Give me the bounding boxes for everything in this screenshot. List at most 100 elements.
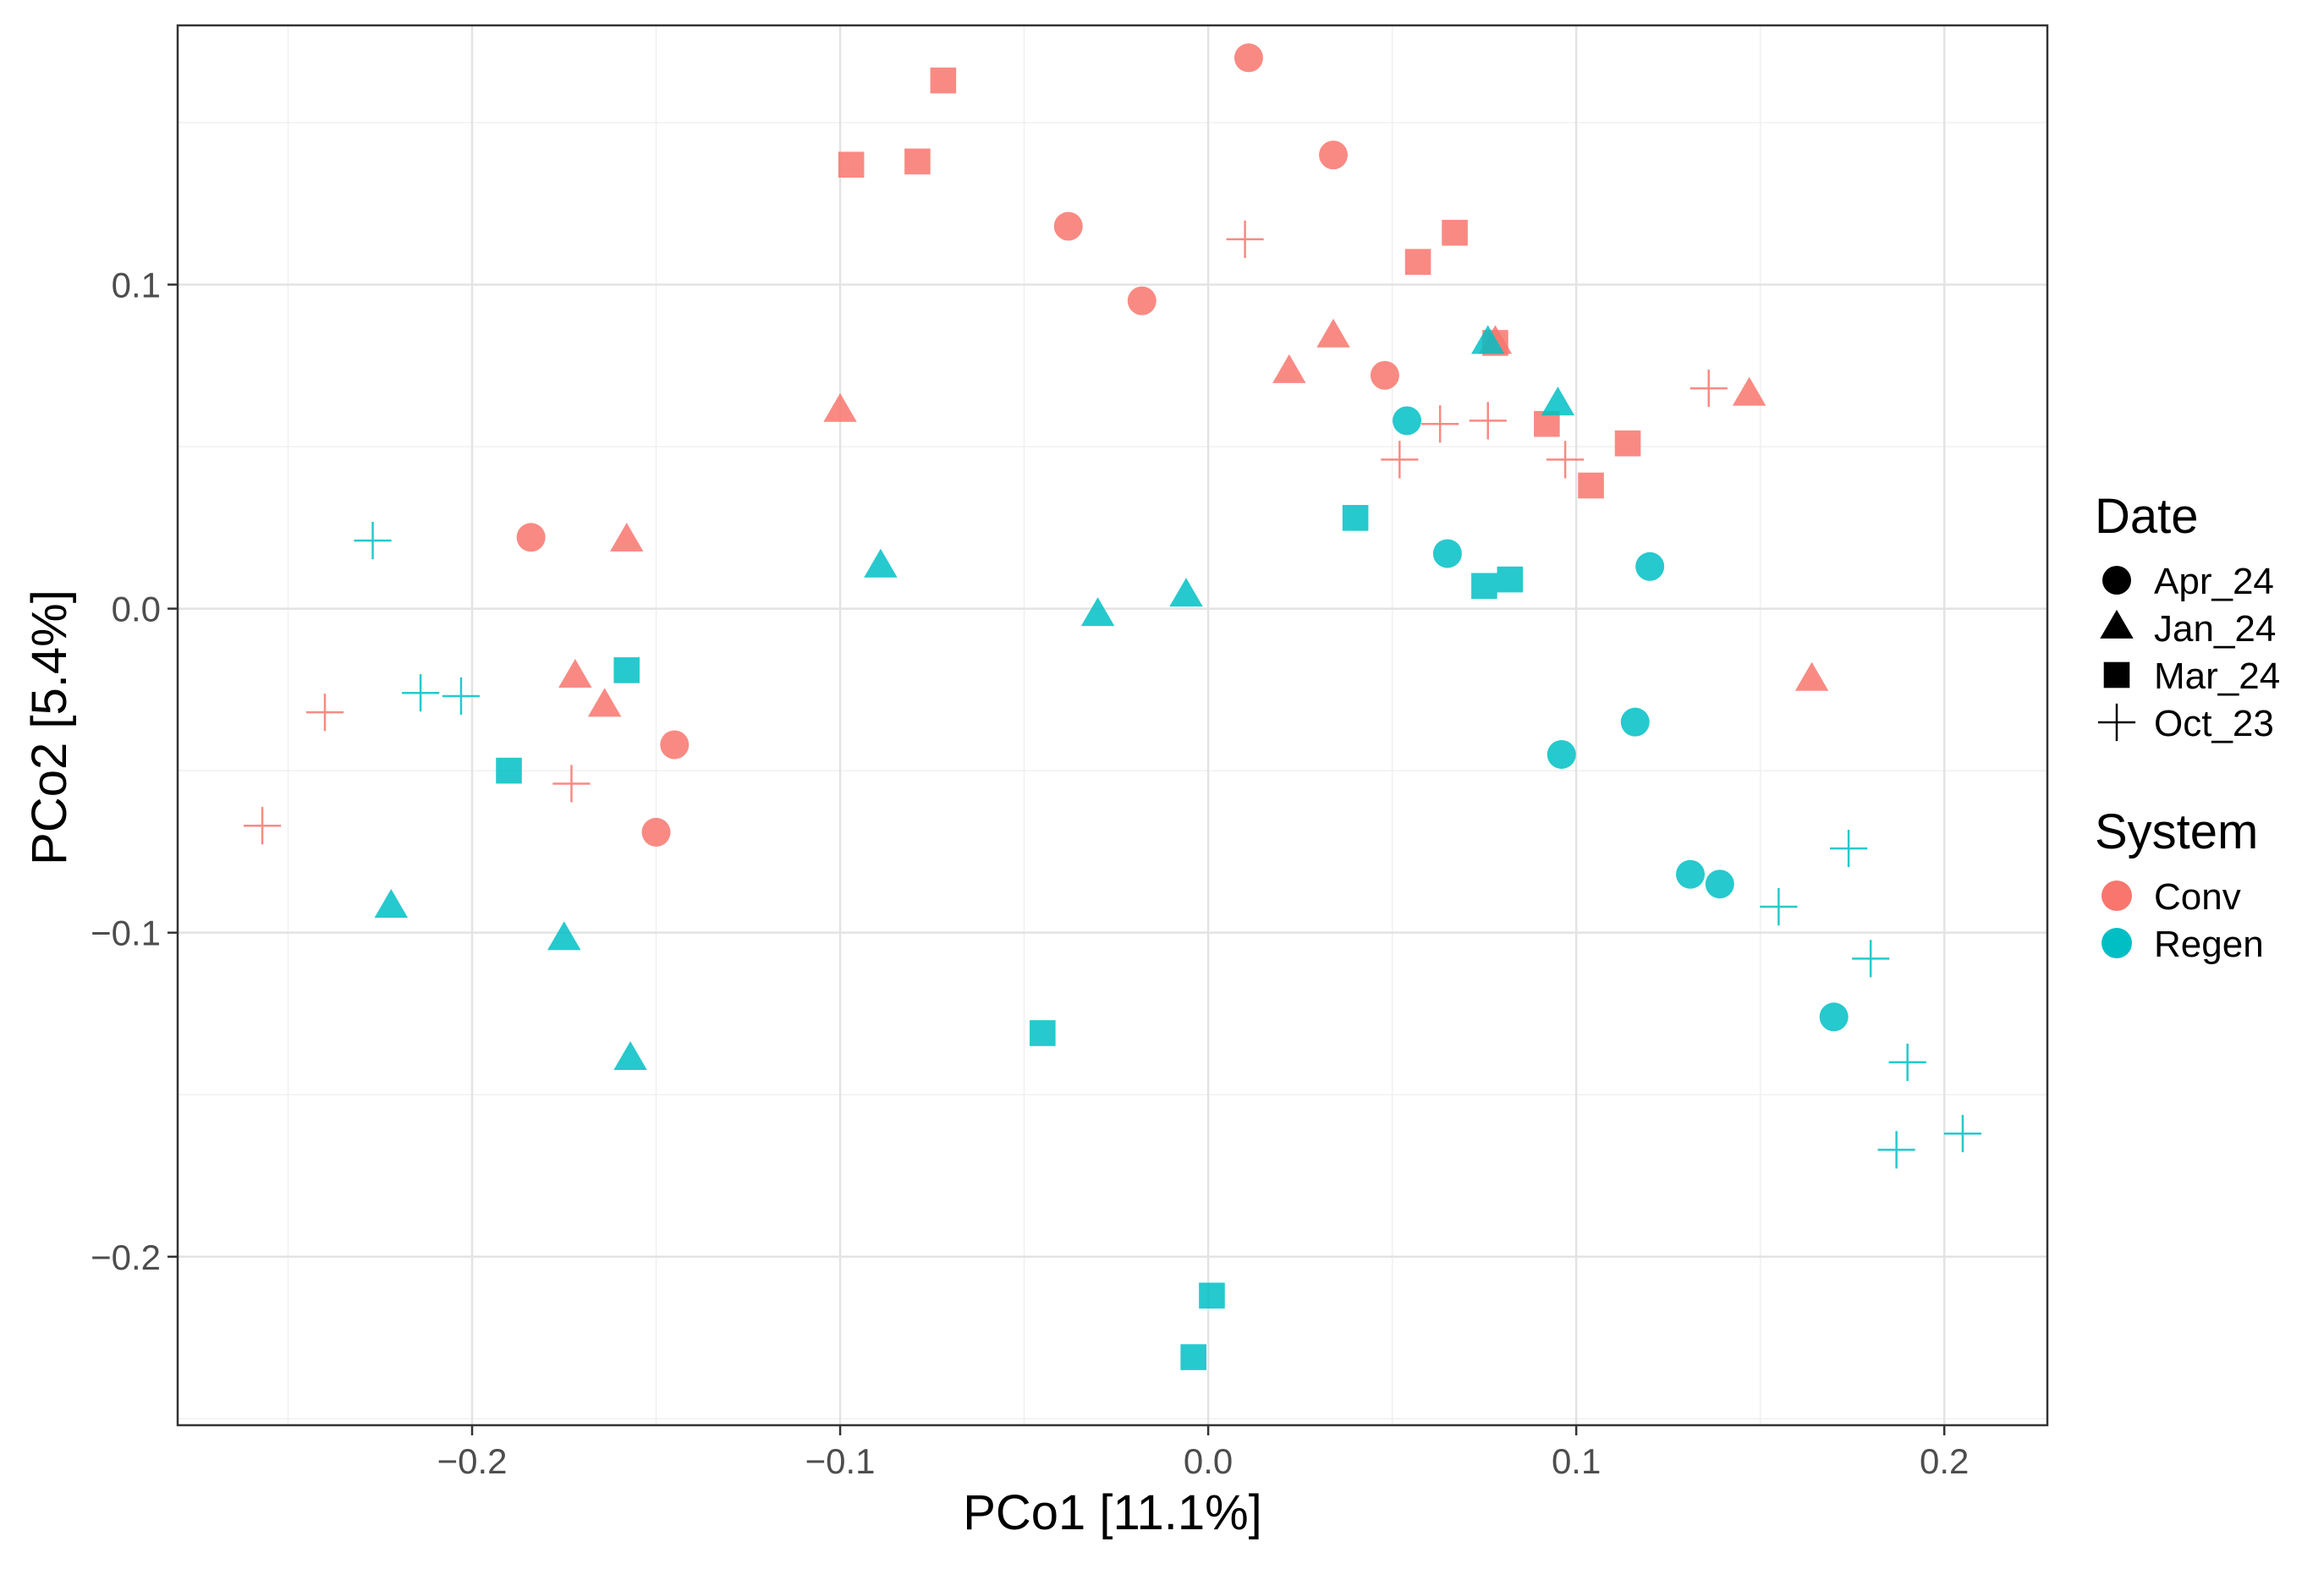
point-conv-apr-24: [1233, 43, 1263, 73]
point-conv-jan-24: [558, 658, 592, 688]
point-conv-mar-24: [1404, 249, 1431, 275]
legend-label: Regen: [2154, 924, 2264, 965]
point-regen-oct-23: [442, 677, 481, 716]
point-conv-apr-24: [1319, 140, 1349, 170]
legend-label: Mar_24: [2154, 656, 2280, 697]
point-conv-oct-23: [1421, 405, 1459, 443]
point-regen-jan-24: [1541, 387, 1575, 416]
legend-key-jan-24: [2100, 609, 2134, 639]
point-regen-oct-23: [1829, 829, 1868, 868]
point-regen-jan-24: [1471, 325, 1505, 354]
legend: Date Apr_24 Jan_24 Mar_24 Oct_23 System Con…: [2095, 489, 2280, 965]
legend-key-oct-23: [2097, 703, 2136, 742]
point-regen-apr-24: [1705, 870, 1734, 899]
point-regen-apr-24: [1819, 1002, 1849, 1032]
point-conv-jan-24: [587, 688, 622, 717]
point-conv-oct-23: [1469, 402, 1507, 440]
plot-panel: [178, 25, 2047, 1425]
point-regen-oct-23: [1877, 1131, 1915, 1169]
legend-label: Oct_23: [2154, 703, 2274, 744]
point-conv-oct-23: [1689, 369, 1728, 408]
point-regen-jan-24: [374, 888, 409, 918]
x-tick-label: 0.0: [1184, 1441, 1233, 1481]
point-conv-oct-23: [305, 694, 344, 732]
point-regen-apr-24: [1620, 707, 1650, 737]
legend-key-conv: [2101, 881, 2132, 911]
point-regen-apr-24: [1432, 539, 1462, 568]
point-conv-jan-24: [1732, 376, 1766, 406]
y-tick-label: 0.1: [112, 265, 161, 304]
point-regen-jan-24: [1169, 578, 1203, 607]
point-regen-apr-24: [1547, 739, 1576, 769]
point-conv-apr-24: [1053, 211, 1083, 241]
point-conv-jan-24: [610, 523, 644, 552]
legend-label: Apr_24: [2154, 561, 2274, 602]
point-regen-mar-24: [1497, 566, 1524, 593]
minor-gridlines: [178, 25, 2047, 1425]
point-conv-mar-24: [1442, 219, 1468, 246]
legend-date-entries: Apr_24 Jan_24 Mar_24 Oct_23: [2097, 561, 2280, 744]
point-regen-oct-23: [1888, 1043, 1926, 1082]
y-tick-label: −0.1: [91, 913, 161, 953]
point-conv-mar-24: [838, 151, 865, 178]
point-regen-oct-23: [1760, 887, 1798, 926]
point-conv-apr-24: [660, 730, 690, 760]
x-tick-label: 0.2: [1920, 1441, 1969, 1481]
point-conv-mar-24: [1578, 472, 1604, 499]
point-conv-apr-24: [1127, 286, 1157, 315]
point-regen-jan-24: [547, 921, 581, 951]
point-regen-oct-23: [354, 522, 392, 560]
major-gridlines: [178, 25, 2047, 1425]
legend-label: Jan_24: [2154, 608, 2276, 650]
legend-label: Conv: [2154, 876, 2241, 918]
y-tick-label: −0.2: [91, 1237, 161, 1277]
point-conv-apr-24: [641, 817, 671, 847]
y-axis-ticks: −0.2 −0.1 0.0 0.1: [91, 265, 178, 1277]
point-regen-mar-24: [1030, 1020, 1056, 1046]
point-regen-oct-23: [1943, 1115, 1982, 1153]
point-regen-apr-24: [1393, 406, 1422, 436]
point-conv-jan-24: [1272, 354, 1306, 383]
point-regen-oct-23: [402, 674, 440, 712]
point-regen-mar-24: [496, 757, 522, 784]
legend-key-apr-24: [2102, 566, 2131, 595]
legend-system-entries: Conv Regen: [2101, 876, 2264, 965]
x-tick-label: 0.1: [1552, 1441, 1601, 1481]
x-tick-label: −0.2: [437, 1441, 508, 1481]
point-conv-oct-23: [243, 807, 282, 845]
plot-panel-border: [176, 24, 2049, 1427]
point-conv-jan-24: [823, 392, 857, 422]
x-tick-label: −0.1: [805, 1441, 876, 1481]
point-conv-oct-23: [552, 765, 591, 803]
point-conv-jan-24: [1794, 661, 1829, 691]
point-conv-mar-24: [904, 148, 931, 175]
point-regen-apr-24: [1635, 551, 1665, 581]
point-conv-apr-24: [516, 523, 546, 552]
x-axis-ticks: −0.2 −0.1 0.0 0.1 0.2: [437, 1425, 1969, 1481]
point-regen-mar-24: [613, 657, 640, 683]
x-axis-title: PCo1 [11.1%]: [963, 1485, 1262, 1540]
y-axis-title: PCo2 [5.4%]: [22, 590, 77, 865]
point-conv-oct-23: [1381, 441, 1419, 479]
point-regen-mar-24: [1342, 505, 1369, 531]
point-regen-mar-24: [1199, 1282, 1225, 1309]
point-regen-mar-24: [1471, 573, 1497, 600]
y-tick-label: 0.0: [112, 590, 161, 629]
legend-title-system: System: [2095, 804, 2258, 859]
data-points: [243, 43, 1982, 1370]
point-regen-apr-24: [1676, 859, 1706, 889]
point-regen-mar-24: [1180, 1344, 1207, 1370]
point-conv-mar-24: [930, 67, 957, 94]
point-regen-oct-23: [1852, 940, 1890, 978]
point-regen-jan-24: [1080, 597, 1115, 627]
legend-title-date: Date: [2095, 489, 2199, 544]
point-conv-oct-23: [1226, 220, 1264, 258]
legend-key-regen: [2101, 928, 2132, 958]
point-conv-mar-24: [1614, 430, 1641, 457]
legend-key-mar-24: [2103, 661, 2130, 688]
point-conv-apr-24: [1370, 360, 1399, 390]
point-conv-oct-23: [1547, 441, 1585, 479]
point-regen-jan-24: [613, 1041, 647, 1071]
point-regen-jan-24: [864, 548, 898, 578]
